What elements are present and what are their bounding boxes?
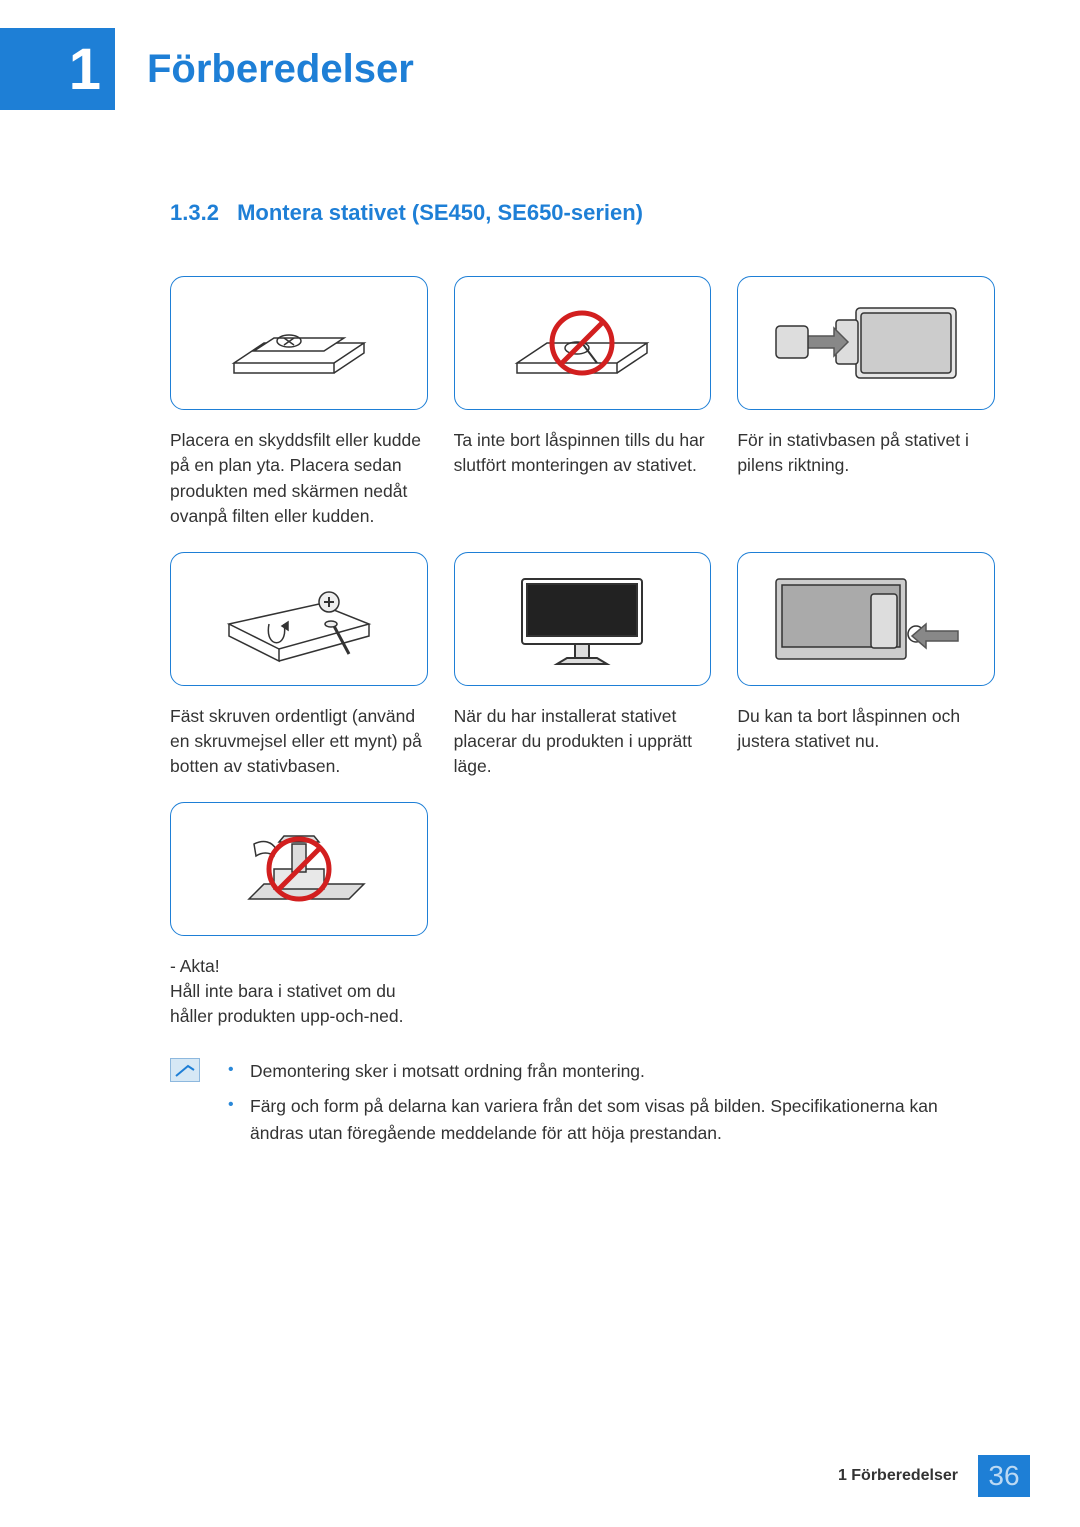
- notes-block: Demontering sker i motsatt ordning från …: [170, 1058, 995, 1155]
- empty-cell: [737, 802, 995, 1030]
- section-title: Montera stativet (SE450, SE650-serien): [237, 200, 643, 225]
- step-caption: När du har installerat stativet placerar…: [454, 704, 712, 780]
- chapter-title: Förberedelser: [147, 47, 414, 92]
- page-footer: 1 Förberedelser 36: [838, 1455, 1030, 1497]
- prohibit-icon: [547, 308, 617, 378]
- step-cell: När du har installerat stativet placerar…: [454, 552, 712, 780]
- page-header: 1 Förberedelser: [0, 0, 1080, 110]
- step-cell: Ta inte bort låspinnen tills du har slut…: [454, 276, 712, 530]
- step-cell: Du kan ta bort låspinnen och justera sta…: [737, 552, 995, 780]
- step-cell: För in stativbasen på stativet i pilens …: [737, 276, 995, 530]
- step-caption: För in stativbasen på stativet i pilens …: [737, 428, 995, 479]
- step-caption: Fäst skruven ordentligt (använd en skruv…: [170, 704, 428, 780]
- chapter-number-badge: 1: [0, 28, 115, 110]
- figure-monitor-upright: [454, 552, 712, 686]
- step-cell: Fäst skruven ordentligt (använd en skruv…: [170, 552, 428, 780]
- note-item: Färg och form på delarna kan variera frå…: [228, 1093, 995, 1147]
- empty-cell: [454, 802, 712, 1030]
- footer-chapter-label: 1 Förberedelser: [838, 1467, 958, 1485]
- section-number: 1.3.2: [170, 200, 219, 225]
- chapter-number: 1: [69, 36, 101, 103]
- caution-label: - Akta!: [170, 954, 428, 979]
- figure-no-unpin: [454, 276, 712, 410]
- figure-box-facedown: [170, 276, 428, 410]
- caution-text: Håll inte bara i stativet om du håller p…: [170, 979, 428, 1030]
- note-item: Demontering sker i motsatt ordning från …: [228, 1058, 995, 1085]
- figure-remove-pin: [737, 552, 995, 686]
- step-cell: Placera en skyddsfilt eller kudde på en …: [170, 276, 428, 530]
- step-caption: Placera en skyddsfilt eller kudde på en …: [170, 428, 428, 530]
- figure-dont-hold-stand: [170, 802, 428, 936]
- prohibit-icon: [264, 834, 334, 904]
- note-list: Demontering sker i motsatt ordning från …: [228, 1058, 995, 1155]
- section-heading: 1.3.2 Montera stativet (SE450, SE650-ser…: [170, 200, 995, 226]
- footer-page-number: 36: [978, 1455, 1030, 1497]
- step-caption: Ta inte bort låspinnen tills du har slut…: [454, 428, 712, 479]
- step-caption: Du kan ta bort låspinnen och justera sta…: [737, 704, 995, 755]
- page-content: 1.3.2 Montera stativet (SE450, SE650-ser…: [0, 110, 1080, 1155]
- step-cell-caution: - Akta! Håll inte bara i stativet om du …: [170, 802, 428, 1030]
- caution-block: - Akta! Håll inte bara i stativet om du …: [170, 954, 428, 1030]
- figure-slide-base: [737, 276, 995, 410]
- figure-screw-base: [170, 552, 428, 686]
- instruction-grid: Placera en skyddsfilt eller kudde på en …: [170, 276, 995, 1030]
- note-icon: [170, 1058, 200, 1082]
